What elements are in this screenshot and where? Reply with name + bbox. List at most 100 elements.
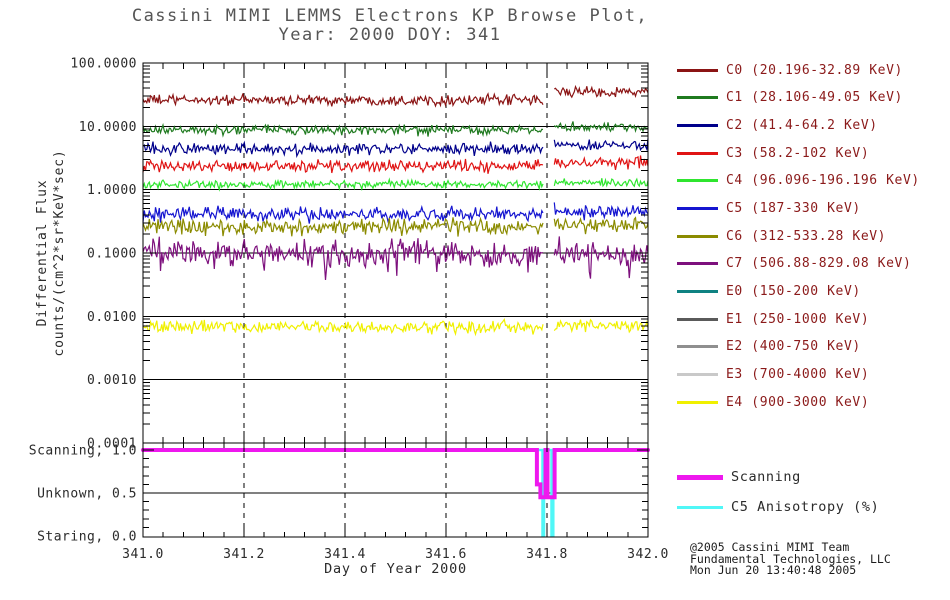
- data-series: [142, 84, 649, 337]
- series-e4: [142, 317, 649, 337]
- y-axis-title-line1: Differential Flux: [35, 179, 50, 327]
- legend-item-c4-label: C4 (96.096-196.196 KeV): [726, 173, 920, 189]
- legend-item-c3-label: C3 (58.2-102 KeV): [726, 145, 870, 161]
- legend-item-e4: E4 (900-3000 KeV): [677, 388, 950, 416]
- credit-line3: Mon Jun 20 13:40:48 2005: [690, 563, 857, 577]
- legend-item-e3-label: E3 (700-4000 KeV): [726, 366, 870, 382]
- legend-item-c6-label: C6 (312-533.28 KeV): [726, 228, 887, 244]
- legend-item-c4: C4 (96.096-196.196 KeV): [677, 167, 950, 195]
- series-line-c1: [553, 121, 648, 133]
- credit-text: @2005 Cassini MIMI Team Fundamental Tech…: [690, 540, 891, 577]
- series-line-c3: [553, 155, 649, 171]
- state-tick-label: Scanning, 1.0: [29, 444, 137, 459]
- legend-item-e1-label: E1 (250-1000 KeV): [726, 311, 870, 327]
- legend-item-c4-swatch-line: [677, 179, 718, 183]
- series-line-c6: [142, 216, 544, 237]
- legend-item-c3-swatch-line: [677, 151, 718, 155]
- series-c7: [142, 236, 649, 281]
- series-line-c0: [553, 84, 649, 99]
- legend-item-e2-label: E2 (400-750 KeV): [726, 339, 861, 355]
- series-c4: [142, 177, 649, 192]
- y-tick-label: 10.0000: [79, 120, 137, 135]
- y-tick-label: 0.0001: [87, 437, 137, 452]
- chart-title: Cassini MIMI LEMMS Electrons KP Browse P…: [95, 6, 685, 45]
- legend-item-c1: C1 (28.106-49.05 KeV): [677, 84, 950, 112]
- y-tick-label: 0.0100: [87, 310, 137, 325]
- y-tick-label: 1.0000: [87, 183, 137, 198]
- series-line-c0: [142, 92, 544, 108]
- axes: [142, 62, 649, 538]
- credit-line1: @2005 Cassini MIMI Team: [690, 540, 850, 554]
- series-c0: [142, 84, 649, 108]
- x-tick-label: 341.4: [324, 547, 366, 562]
- legend-item-c0: C0 (20.196-32.89 KeV): [677, 56, 950, 84]
- legend-item-e0: E0 (150-200 KeV): [677, 277, 950, 305]
- legend-item-scanning-swatch-line: [677, 474, 723, 480]
- series-line-c2: [553, 138, 649, 152]
- series-line-c4: [553, 177, 649, 188]
- legend-item-e4-swatch-line: [677, 400, 718, 404]
- legend-item-e3-swatch-line: [677, 372, 718, 376]
- y-axis-title-line2: counts/(cm^2*sr*KeV*sec): [52, 149, 67, 357]
- legend-item-c5: C5 (187-330 KeV): [677, 194, 950, 222]
- series-line-c6: [553, 216, 649, 235]
- legend-item-c5-swatch-line: [677, 206, 718, 210]
- legend-item-c2: C2 (41.4-64.2 KeV): [677, 111, 950, 139]
- x-tick-label: 341.0: [122, 547, 164, 562]
- x-tick-label: 342.0: [627, 547, 669, 562]
- series-c6: [142, 216, 649, 237]
- legend-item-c6-swatch-line: [677, 234, 718, 238]
- legend-item-scanning-label: Scanning: [731, 469, 801, 485]
- legend-item-anisotropy: C5 Anisotropy (%): [677, 493, 950, 521]
- scanning-line: [141, 448, 650, 500]
- legend-item-e0-label: E0 (150-200 KeV): [726, 283, 861, 299]
- legend-item-c2-swatch-line: [677, 123, 718, 127]
- chart-title-line1: Cassini MIMI LEMMS Electrons KP Browse P…: [131, 6, 649, 26]
- legend-item-e3: E3 (700-4000 KeV): [677, 360, 950, 388]
- legend-item-anisotropy-swatch-line: [677, 505, 723, 509]
- legend-item-scanning: Scanning: [677, 463, 950, 491]
- series-line-e4: [142, 317, 544, 337]
- series-line-c2: [142, 140, 544, 159]
- legend-item-c3: C3 (58.2-102 KeV): [677, 139, 950, 167]
- legend-item-e1-swatch-line: [677, 317, 718, 321]
- state-tick-label: Staring, 0.0: [37, 530, 137, 545]
- legend-item-e0-swatch-line: [677, 289, 718, 293]
- legend-item-c5-label: C5 (187-330 KeV): [726, 200, 861, 216]
- legend-item-c1-label: C1 (28.106-49.05 KeV): [726, 90, 903, 106]
- series-c5: [142, 202, 649, 224]
- series-line-c4: [142, 177, 544, 192]
- y-tick-label: 0.1000: [87, 247, 137, 262]
- series-line-c5: [142, 204, 544, 224]
- legend-item-anisotropy-label: C5 Anisotropy (%): [731, 499, 880, 515]
- legend-item-c7: C7 (506.88-829.08 KeV): [677, 250, 950, 278]
- legend-item-c0-swatch-line: [677, 68, 718, 72]
- legend: C0 (20.196-32.89 KeV) C1 (28.106-49.05 Ke…: [677, 56, 950, 526]
- legend-item-c2-label: C2 (41.4-64.2 KeV): [726, 117, 878, 133]
- series-line-e4: [553, 318, 649, 334]
- state-tick-label: Unknown, 0.5: [37, 487, 137, 502]
- series-line-c5: [553, 202, 649, 221]
- series-c2: [142, 138, 649, 159]
- series-line-c3: [142, 158, 544, 174]
- chart-title-line2: Year: 2000 DOY: 341: [278, 25, 502, 45]
- x-tick-label: 341.6: [425, 547, 467, 562]
- credit-line2: Fundamental Technologies, LLC: [690, 551, 891, 566]
- legend-item-c1-swatch-line: [677, 96, 718, 100]
- legend-item-e2-swatch-line: [677, 345, 718, 349]
- series-line-c7: [142, 236, 544, 281]
- legend-item-e1: E1 (250-1000 KeV): [677, 305, 950, 333]
- legend-item-e4-label: E4 (900-3000 KeV): [726, 394, 870, 410]
- state-plot-border: [142, 442, 649, 538]
- series-line-c1: [142, 122, 544, 138]
- x-tick-label: 341.2: [223, 547, 265, 562]
- series-c3: [142, 155, 649, 174]
- legend-item-c7-swatch-line: [677, 262, 718, 266]
- legend-item-c6: C6 (312-533.28 KeV): [677, 222, 950, 250]
- gridlines: [143, 63, 648, 537]
- series-c1: [142, 121, 648, 138]
- state-panel-data: [141, 448, 650, 538]
- legend-item-c0-label: C0 (20.196-32.89 KeV): [726, 62, 903, 78]
- y-tick-label: 0.0010: [87, 373, 137, 388]
